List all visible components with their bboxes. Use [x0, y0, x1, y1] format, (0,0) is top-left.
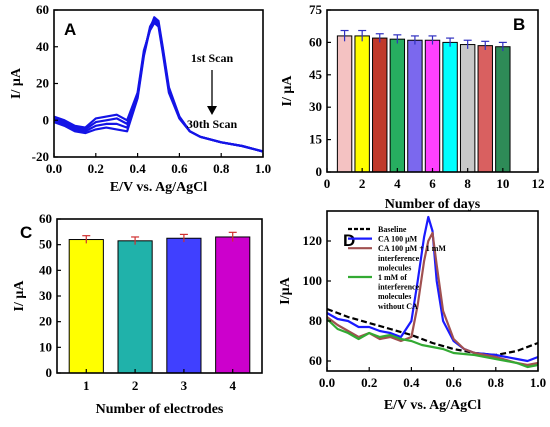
x-tick-label: 1.0 — [255, 161, 271, 176]
x-tick-label: 0.6 — [445, 375, 462, 390]
y-tick-label: 50 — [39, 237, 52, 252]
y-tick-label: 100 — [303, 273, 323, 288]
legend-entry: CA 100 μM + 1 mM — [378, 244, 446, 253]
y-tick-label: 60 — [39, 211, 52, 226]
bar — [424, 39, 441, 173]
panel-letter: B — [513, 15, 525, 34]
x-tick-label: 0.8 — [213, 161, 230, 176]
legend-entry: interference — [378, 283, 420, 292]
y-tick-label: 10 — [39, 339, 52, 354]
y-tick-label: 15 — [309, 132, 323, 147]
last-scan-annotation: 30th Scan — [187, 117, 238, 131]
x-tick-label: 0.8 — [488, 375, 505, 390]
legend-entry: interference — [378, 254, 420, 263]
bar — [354, 35, 370, 173]
x-tick-label: 0.6 — [171, 161, 188, 176]
x-axis-label: Number of electrodes — [96, 402, 224, 417]
y-tick-label: -20 — [32, 149, 49, 164]
x-tick-label: 4 — [394, 176, 401, 191]
x-tick-label: 10 — [496, 176, 509, 191]
panel-letter: D — [343, 231, 355, 250]
bar — [407, 39, 423, 173]
scan-curve — [53, 18, 264, 153]
x-tick-label: 4 — [229, 378, 236, 393]
x-tick-label: 12 — [532, 176, 545, 191]
bar — [477, 45, 493, 173]
bar — [495, 46, 511, 173]
y-tick-label: 40 — [39, 262, 52, 277]
x-tick-label: 0 — [324, 176, 331, 191]
panel-d: 0.0 0.2 0.4 0.6 0.8 1.0 60 80 100 120 E/V vs. Ag/A… — [278, 210, 546, 413]
y-tick-label: 120 — [303, 233, 323, 248]
y-tick-label: 40 — [36, 39, 49, 54]
scan-curve — [53, 21, 264, 153]
y-tick-label: 60 — [309, 34, 322, 49]
x-tick-label: 1.0 — [530, 375, 546, 390]
y-tick-label: 80 — [309, 313, 322, 328]
x-tick-label: 0.2 — [88, 161, 104, 176]
bar — [336, 35, 353, 173]
y-tick-label: 0 — [46, 365, 53, 380]
x-axis-label: E/V vs. Ag/AgCl — [384, 398, 481, 413]
y-tick-label: 0 — [316, 164, 323, 179]
y-tick-label: 30 — [309, 99, 322, 114]
legend-entry: molecules — [378, 292, 411, 301]
bar — [68, 239, 104, 374]
y-axis-label: I/ μA — [280, 75, 295, 107]
legend-entry: Baseline — [378, 225, 407, 234]
x-tick-label: 2 — [359, 176, 366, 191]
legend-entry: CA 100 μM — [378, 235, 418, 244]
series-line — [326, 318, 539, 369]
y-tick-label: 30 — [39, 288, 52, 303]
x-tick-label: 3 — [181, 378, 188, 393]
bar — [389, 38, 406, 173]
panel-letter: C — [20, 223, 32, 242]
x-tick-label: 6 — [429, 176, 436, 191]
y-tick-label: 60 — [309, 353, 322, 368]
x-tick-label: 2 — [132, 378, 139, 393]
bar — [166, 237, 202, 374]
panel-letter: A — [64, 20, 76, 39]
first-scan-annotation: 1st Scan — [191, 51, 234, 65]
y-axis-label: I/μA — [278, 276, 293, 304]
x-axis-label: E/V vs. Ag/AgCl — [110, 180, 207, 195]
y-axis-label: I/ μA — [9, 67, 24, 99]
x-axis-label: Number of days — [385, 197, 481, 212]
x-tick-label: 8 — [464, 176, 471, 191]
x-tick-label: 0.0 — [46, 161, 62, 176]
x-tick-label: 0.4 — [129, 161, 146, 176]
y-tick-label: 45 — [309, 67, 323, 82]
x-tick-label: 0.2 — [361, 375, 377, 390]
x-tick-label: 0.0 — [319, 375, 335, 390]
legend-entry: molecules — [378, 263, 411, 272]
bar — [372, 37, 388, 173]
y-tick-label: 60 — [36, 2, 49, 17]
y-tick-label: 20 — [36, 76, 49, 91]
legend-entry: 1 mM of — [378, 273, 407, 282]
legend-entry: without CA — [378, 302, 418, 311]
y-axis-label: I/ μA — [12, 280, 27, 312]
x-tick-label: 0.4 — [403, 375, 420, 390]
x-tick-label: 1 — [83, 378, 90, 393]
bar — [215, 236, 251, 374]
y-tick-label: 20 — [39, 314, 52, 329]
scan-arrow-head — [207, 106, 217, 115]
panel-b: 0 2 4 6 8 10 12 0 15 30 45 60 75 Number of days I/ μA B — [280, 2, 545, 212]
bar — [442, 41, 458, 173]
bar — [117, 240, 153, 374]
panel-a: 0.0 0.2 0.4 0.6 0.8 1.0 -20 0 20 40 60 E/V vs. Ag/A… — [9, 2, 271, 195]
bar — [459, 44, 476, 173]
y-tick-label: 0 — [43, 112, 50, 127]
y-tick-label: 75 — [309, 2, 323, 17]
series-line — [326, 307, 539, 357]
plot-frame — [326, 210, 539, 372]
